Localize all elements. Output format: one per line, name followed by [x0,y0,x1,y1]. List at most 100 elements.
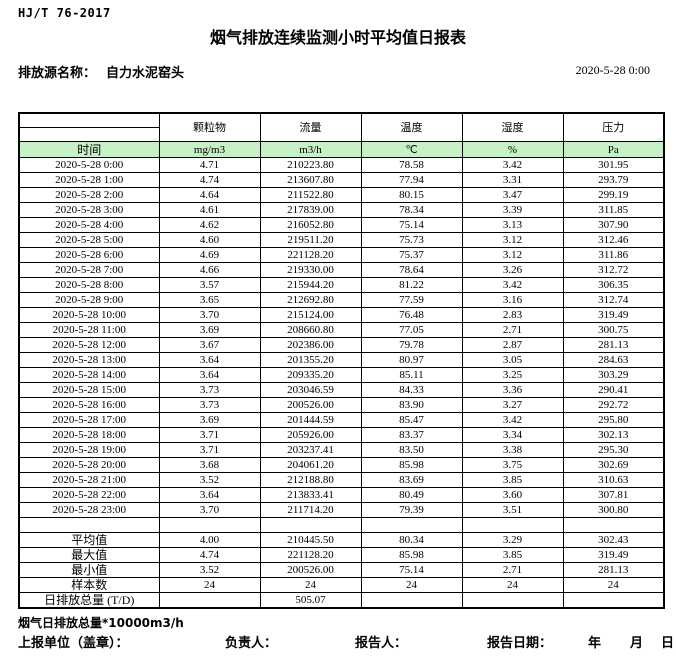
value-cell: 3.42 [461,412,564,428]
value-cell: 212692.80 [259,292,362,308]
value-cell: 3.75 [461,457,564,473]
value-cell: 24 [562,577,665,593]
meta-row: 排放源名称： 自力水泥窑头 2020-5-28 0:00 [18,62,652,81]
reporter-label: 报告人： [355,636,408,651]
value-cell: 210445.50 [259,532,362,548]
footer-note: 烟气日排放总量*10000m3/h [18,616,184,630]
value-cell: 4.62 [158,217,261,233]
value-cell [461,592,564,609]
value-cell: 302.13 [562,427,665,443]
value-cell: 203237.41 [259,442,362,458]
time-cell: 2020-5-28 17:00 [18,412,160,428]
source-name: 自力水泥窑头 [106,66,185,81]
time-cell: 2020-5-28 7:00 [18,262,160,278]
time-cell: 2020-5-28 11:00 [18,322,160,338]
value-cell: 3.13 [461,217,564,233]
unit-cell-humidity: % [461,141,564,158]
value-cell [158,592,261,609]
time-column-header: 时间 [18,141,160,158]
value-cell: 219330.00 [259,262,362,278]
table-row: 2020-5-28 0:00 4.71 210223.80 78.58 3.42 301.… [18,157,665,173]
value-cell: 3.25 [461,367,564,383]
time-cell: 2020-5-28 6:00 [18,247,160,263]
unit-cell-temperature: ℃ [360,141,463,158]
value-cell: 75.37 [360,247,463,263]
table-row: 日排放总量 (T/D) 505.07 [18,592,665,609]
value-cell: 221128.20 [259,247,362,263]
value-cell: 78.34 [360,202,463,218]
value-cell: 3.51 [461,502,564,518]
value-cell: 211522.80 [259,187,362,203]
column-header-particulate: 颗粒物 [158,112,261,142]
value-cell: 217839.00 [259,202,362,218]
value-cell: 4.74 [158,547,261,563]
value-cell: 3.85 [461,547,564,563]
column-header-temperature: 温度 [360,112,463,142]
table-row: 样本数 24 24 24 24 24 [18,577,665,593]
value-cell: 24 [461,577,564,593]
signature-row: 上报单位（盖章）： 负责人： 报告人： 报告日期： 年 月 日 [0,632,676,651]
table-row: 2020-5-28 13:00 3.64 201355.20 80.97 3.05 284… [18,352,665,368]
value-cell: 3.71 [158,427,261,443]
summary-label: 样本数 [18,577,160,593]
value-cell: 319.49 [562,547,665,563]
value-cell: 4.00 [158,532,261,548]
value-cell: 24 [259,577,362,593]
time-cell: 2020-5-28 3:00 [18,202,160,218]
value-cell: 76.48 [360,307,463,323]
value-cell: 208660.80 [259,322,362,338]
value-cell: 83.69 [360,472,463,488]
value-cell: 3.64 [158,367,261,383]
value-cell: 2.71 [461,562,564,578]
value-cell: 4.71 [158,157,261,173]
value-cell: 80.15 [360,187,463,203]
value-cell: 202386.00 [259,337,362,353]
time-cell: 2020-5-28 12:00 [18,337,160,353]
value-cell [360,592,463,609]
value-cell: 85.11 [360,367,463,383]
value-cell: 302.69 [562,457,665,473]
table-row: 2020-5-28 6:00 4.69 221128.20 75.37 3.12 311.… [18,247,665,263]
table-row: 2020-5-28 22:00 3.64 213833.41 80.49 3.60 307… [18,487,665,503]
value-cell: 209335.20 [259,367,362,383]
value-cell: 3.34 [461,427,564,443]
value-cell: 300.75 [562,322,665,338]
report-datetime: 2020-5-28 0:00 [575,63,650,77]
table-row: 2020-5-28 12:00 3.67 202386.00 79.78 2.87 281… [18,337,665,353]
value-cell: 85.98 [360,547,463,563]
empty-cell [461,517,564,533]
value-cell: 299.19 [562,187,665,203]
value-cell: 3.65 [158,292,261,308]
table-row: 最小值 3.52 200526.00 75.14 2.71 281.13 [18,562,665,578]
value-cell: 2.87 [461,337,564,353]
value-cell: 3.42 [461,277,564,293]
value-cell: 75.73 [360,232,463,248]
value-cell: 204061.20 [259,457,362,473]
time-cell: 2020-5-28 20:00 [18,457,160,473]
value-cell: 215944.20 [259,277,362,293]
value-cell: 281.13 [562,562,665,578]
value-cell: 3.69 [158,412,261,428]
value-cell: 83.90 [360,397,463,413]
value-cell: 210223.80 [259,157,362,173]
value-cell: 3.52 [158,472,261,488]
time-cell: 2020-5-28 22:00 [18,487,160,503]
unit-cell-pressure: Pa [562,141,665,158]
value-cell: 203046.59 [259,382,362,398]
value-cell: 79.78 [360,337,463,353]
value-cell: 77.59 [360,292,463,308]
value-cell: 3.26 [461,262,564,278]
table-header: 颗粒物 流量 温度 湿度 压力 时间 mg/m3 m3/h ℃ % Pa [18,112,665,158]
value-cell: 3.05 [461,352,564,368]
value-cell: 300.80 [562,502,665,518]
value-cell: 213833.41 [259,487,362,503]
value-cell: 3.36 [461,382,564,398]
value-cell: 77.05 [360,322,463,338]
value-cell: 85.47 [360,412,463,428]
value-cell: 205926.00 [259,427,362,443]
value-cell: 3.60 [461,487,564,503]
value-cell: 3.39 [461,202,564,218]
spacer-row [18,517,665,533]
unit-cell-particulate: mg/m3 [158,141,261,158]
